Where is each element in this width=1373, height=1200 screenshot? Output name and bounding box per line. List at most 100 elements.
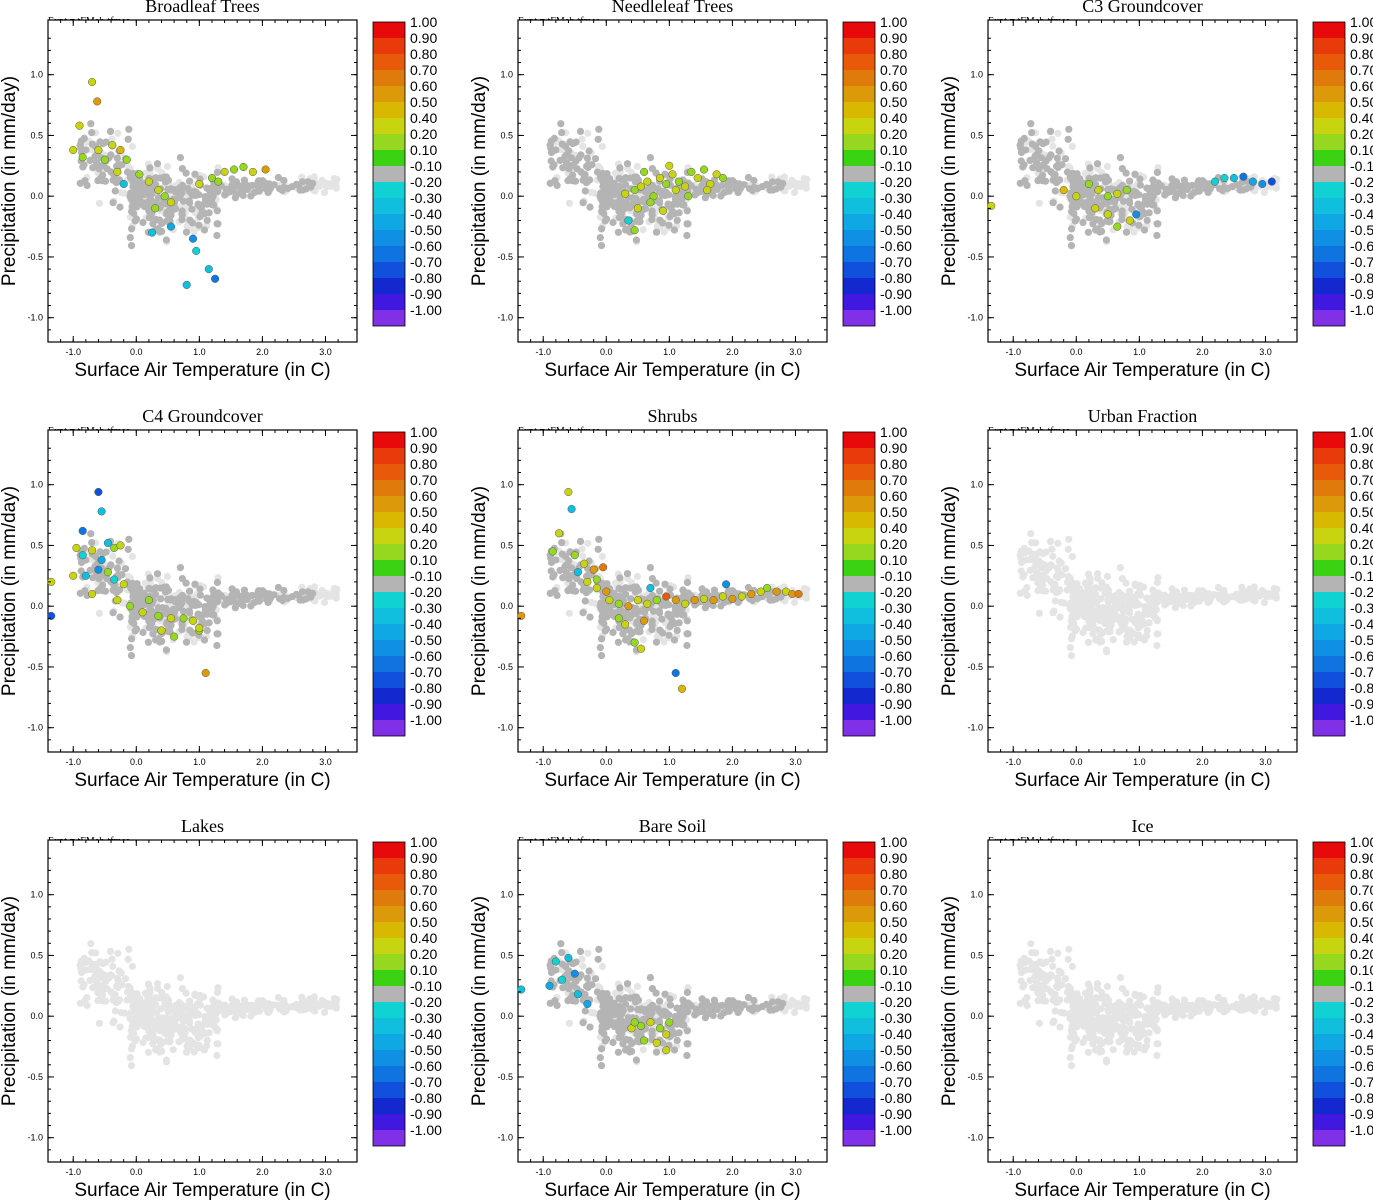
panel-title: Broadleaf Trees (145, 0, 260, 16)
data-point (113, 154, 121, 162)
data-point (176, 184, 184, 192)
x-axis-label: Surface Air Temperature (in C) (544, 360, 800, 381)
data-point (196, 591, 204, 599)
x-tick-label: -1.0 (65, 757, 81, 767)
colored-points (621, 161, 727, 235)
data-point (127, 195, 135, 203)
data-point (1135, 221, 1143, 229)
data-point (1027, 120, 1035, 128)
data-point (72, 543, 81, 552)
data-point (616, 213, 624, 221)
data-point (550, 134, 558, 142)
data-point (599, 202, 607, 210)
colorbar: 1.000.900.800.700.600.500.400.200.10-0.1… (1312, 14, 1373, 327)
colorbar-swatch (843, 166, 875, 182)
data-point (1081, 169, 1090, 177)
data-point (633, 217, 641, 225)
y-tick-label: 0.5 (970, 130, 983, 140)
colorbar-swatch (373, 624, 405, 640)
colorbar-label: -0.10 (410, 568, 442, 584)
data-point (76, 589, 84, 597)
data-point (203, 216, 211, 224)
data-point (152, 584, 160, 592)
data-point (598, 635, 606, 643)
data-point (1122, 186, 1131, 195)
data-point (1017, 148, 1026, 157)
data-point (1210, 177, 1220, 186)
data-point (587, 598, 595, 607)
data-point (240, 176, 248, 184)
data-point (549, 163, 557, 171)
data-point (102, 138, 110, 146)
data-point (641, 608, 649, 616)
colorbar-label: -0.60 (410, 238, 442, 254)
data-point (1119, 197, 1127, 205)
data-point (1154, 188, 1162, 196)
x-tick-label: 2.0 (256, 347, 269, 357)
data-point (318, 176, 326, 185)
data-point (152, 216, 160, 224)
colorbar-label: -0.20 (410, 584, 442, 600)
data-point (622, 174, 630, 182)
data-point (616, 164, 624, 172)
y-tick-label: -1.0 (967, 313, 983, 323)
data-point (103, 538, 112, 548)
x-tick-label: 1.0 (663, 347, 676, 357)
data-point (1067, 242, 1076, 250)
colorbar-label: -0.50 (1350, 222, 1373, 238)
data-point (153, 160, 162, 168)
data-point (178, 575, 186, 583)
colorbar-swatch (373, 70, 405, 86)
y-tick-label: -0.5 (497, 252, 513, 262)
data-point (1069, 202, 1077, 210)
data-point (160, 173, 168, 181)
data-point (658, 206, 668, 215)
data-point (661, 580, 669, 588)
data-point (1091, 204, 1100, 213)
data-point (177, 191, 185, 199)
data-point (77, 558, 86, 567)
colorbar-swatch (373, 294, 405, 310)
colorbar-label: 0.40 (410, 520, 437, 536)
data-point (586, 203, 594, 211)
colorbar-swatch (373, 86, 405, 102)
data-point (1042, 138, 1050, 146)
x-tick-label: 0.0 (130, 757, 143, 767)
data-point (214, 220, 222, 228)
data-point (188, 234, 198, 243)
colorbar: 1.000.900.800.700.600.500.400.200.10-0.1… (842, 14, 912, 327)
data-point (557, 120, 565, 128)
data-point (248, 591, 256, 600)
data-point (114, 129, 122, 137)
data-point (146, 164, 154, 172)
data-point (124, 572, 133, 581)
data-point (987, 201, 996, 210)
data-point (213, 578, 221, 586)
data-point (99, 581, 107, 589)
data-point (190, 228, 198, 236)
data-point (566, 138, 574, 146)
data-point (581, 170, 589, 179)
data-point (633, 610, 641, 618)
y-tick-label: 0.0 (970, 191, 983, 201)
data-point (609, 628, 617, 637)
colorbar-swatch (373, 528, 405, 544)
data-point (86, 156, 94, 164)
y-tick-label: 1.0 (970, 70, 983, 80)
data-point (578, 135, 586, 143)
data-point (1072, 179, 1080, 187)
data-point (558, 129, 566, 137)
colorbar-swatch (373, 672, 405, 688)
x-tick-label: 1.0 (1133, 347, 1146, 357)
colorbar-swatch (373, 38, 405, 54)
x-tick-label: 2.0 (726, 347, 739, 357)
colorbar-label: -0.40 (880, 206, 912, 222)
colorbar-swatch (373, 704, 405, 720)
colorbar-label: 1.00 (410, 424, 437, 440)
data-point (304, 178, 312, 186)
data-point (562, 569, 571, 577)
data-point (69, 145, 78, 155)
y-tick-label: -1.0 (27, 723, 43, 733)
data-point (1169, 186, 1177, 194)
colorbar-swatch (843, 118, 875, 134)
